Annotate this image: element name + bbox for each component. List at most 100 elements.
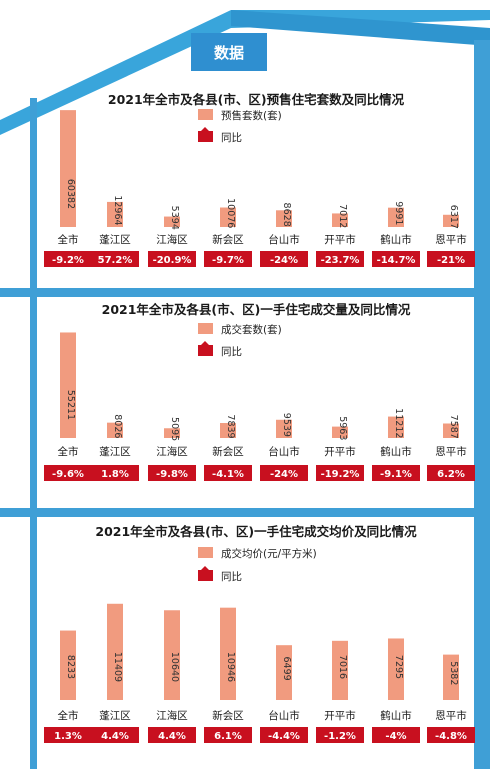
yoy-box-5	[260, 251, 308, 267]
yoy-box-6	[316, 251, 364, 267]
bar-4	[220, 423, 236, 438]
bar-2	[107, 201, 123, 227]
bar-7	[388, 207, 404, 227]
legend-swatch-yoy-tip	[201, 566, 209, 570]
yoy-label-8: -21%	[437, 255, 465, 266]
house-frame: 数据	[0, 10, 490, 769]
bar-2	[107, 422, 123, 438]
yoy-label-8: 6.2%	[437, 469, 465, 480]
legend-swatch-yoy-tip	[201, 341, 209, 345]
yoy-box-7	[372, 251, 420, 267]
category-label-6: 开平市	[324, 445, 356, 458]
chart-title: 2021年全市及各县(市、区)预售住宅套数及同比情况	[108, 92, 405, 107]
value-label-2: 12964	[112, 195, 123, 225]
legend-swatch-yoy	[198, 345, 213, 356]
frame-divider-1	[0, 288, 490, 297]
category-label-3: 江海区	[156, 233, 188, 246]
category-label-4: 新会区	[212, 709, 244, 722]
value-label-3: 10640	[169, 652, 180, 682]
value-label-7: 7295	[393, 655, 404, 679]
yoy-label-6: -23.7%	[321, 255, 360, 266]
value-label-3: 5095	[169, 417, 180, 441]
category-label-2: 蓬江区	[99, 234, 131, 246]
category-label-4: 新会区	[212, 233, 244, 246]
category-label-3: 江海区	[156, 445, 188, 458]
yoy-label-3: -20.9%	[153, 255, 192, 266]
category-label-8: 恩平市	[435, 233, 467, 246]
yoy-label-1: -9.2%	[52, 255, 84, 266]
value-label-8: 7587	[448, 415, 459, 439]
header-badge: 数据	[214, 44, 244, 62]
yoy-box-5	[260, 465, 308, 481]
legend-swatch-yoy	[198, 131, 213, 142]
value-label-3: 5394	[169, 206, 180, 230]
yoy-label-7: -4%	[385, 731, 406, 742]
value-label-4: 10076	[225, 198, 236, 228]
bar-4	[220, 607, 236, 700]
value-label-5: 6499	[281, 656, 292, 680]
legend-label-yoy: 同比	[221, 345, 242, 358]
yoy-label-4: -9.7%	[212, 255, 244, 266]
yoy-label-2: 57.2%	[98, 255, 133, 266]
legend-label-yoy: 同比	[221, 131, 242, 144]
chart-title: 2021年全市及各县(市、区)一手住宅成交均价及同比情况	[95, 524, 417, 539]
value-label-4: 10946	[225, 652, 236, 682]
category-label-8: 恩平市	[435, 709, 467, 722]
category-label-6: 开平市	[324, 709, 356, 722]
value-label-4: 7839	[225, 414, 236, 438]
bar-3	[164, 610, 180, 700]
category-label-7: 鹤山市	[380, 445, 412, 458]
frame-left-pillar	[30, 98, 37, 769]
value-label-2: 11409	[112, 652, 123, 682]
yoy-label-6: -19.2%	[321, 469, 360, 480]
value-label-5: 9539	[281, 413, 292, 437]
badge-box	[191, 33, 267, 71]
yoy-box-3	[148, 465, 196, 481]
bar-1	[60, 630, 76, 700]
bar-1	[60, 110, 76, 227]
yoy-box-1	[44, 251, 92, 267]
value-label-1: 8233	[65, 655, 76, 679]
value-label-1: 55211	[65, 390, 76, 420]
yoy-box-2	[91, 727, 139, 743]
yoy-label-3: 4.4%	[158, 731, 186, 742]
bar-7	[388, 638, 404, 700]
legend-label-yoy: 同比	[221, 570, 242, 583]
value-label-6: 7016	[337, 655, 348, 679]
category-label-6: 开平市	[324, 233, 356, 246]
category-label-8: 恩平市	[435, 445, 467, 458]
yoy-label-5: -24%	[270, 255, 298, 266]
legend-label-bar: 预售套数(套)	[221, 109, 282, 122]
yoy-box-4	[204, 465, 252, 481]
yoy-box-4	[204, 251, 252, 267]
yoy-label-2: 1.8%	[101, 469, 129, 480]
yoy-label-7: -9.1%	[380, 469, 412, 480]
bar-3	[164, 428, 180, 438]
bar-8	[443, 654, 459, 700]
bar-5	[276, 210, 292, 227]
category-label-1: 全市	[58, 709, 79, 722]
legend-swatch-bar	[198, 323, 213, 334]
bar-1	[60, 332, 76, 438]
yoy-label-6: -1.2%	[324, 731, 356, 742]
category-label-1: 全市	[58, 233, 79, 246]
bar-4	[220, 207, 236, 227]
value-label-8: 5382	[448, 661, 459, 685]
yoy-box-2	[91, 465, 139, 481]
yoy-label-7: -14.7%	[377, 255, 416, 266]
yoy-box-3	[148, 727, 196, 743]
yoy-label-4: 6.1%	[214, 731, 242, 742]
bar-6	[332, 426, 348, 438]
yoy-label-4: -4.1%	[212, 469, 244, 480]
frame-divider-2	[0, 508, 490, 517]
category-label-3: 江海区	[156, 709, 188, 722]
roof-right	[231, 10, 490, 46]
value-label-1: 60382	[65, 179, 76, 209]
category-label-2: 蓬江区	[99, 710, 131, 722]
yoy-label-5: -4.4%	[268, 731, 300, 742]
value-label-7: 9991	[393, 201, 404, 225]
value-label-6: 7012	[337, 204, 348, 228]
chart-title: 2021年全市及各县(市、区)一手住宅成交量及同比情况	[102, 302, 411, 317]
